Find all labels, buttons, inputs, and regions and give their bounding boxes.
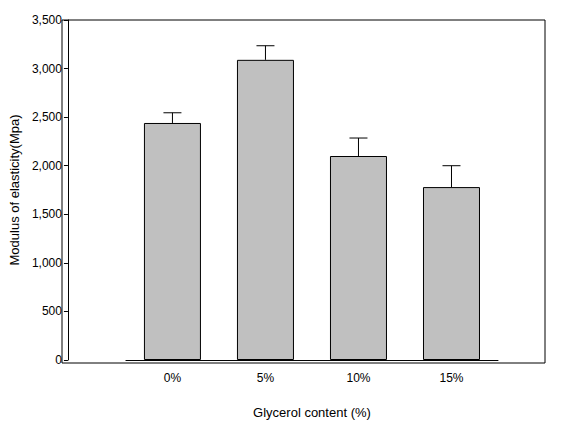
svg-text:5%: 5% <box>257 371 275 385</box>
svg-text:1,000: 1,000 <box>32 256 62 270</box>
svg-text:0: 0 <box>55 353 62 367</box>
svg-text:0%: 0% <box>164 371 182 385</box>
svg-text:1,500: 1,500 <box>32 207 62 221</box>
svg-text:Glycerol content (%): Glycerol content (%) <box>253 405 371 420</box>
svg-text:500: 500 <box>42 304 62 318</box>
svg-text:2,500: 2,500 <box>32 110 62 124</box>
svg-text:3,000: 3,000 <box>32 62 62 76</box>
svg-text:2,000: 2,000 <box>32 159 62 173</box>
svg-text:3,500: 3,500 <box>32 13 62 27</box>
svg-text:10%: 10% <box>346 371 370 385</box>
svg-text:15%: 15% <box>439 371 463 385</box>
svg-text:Modulus of elasticity(Mpa): Modulus of elasticity(Mpa) <box>7 115 22 266</box>
